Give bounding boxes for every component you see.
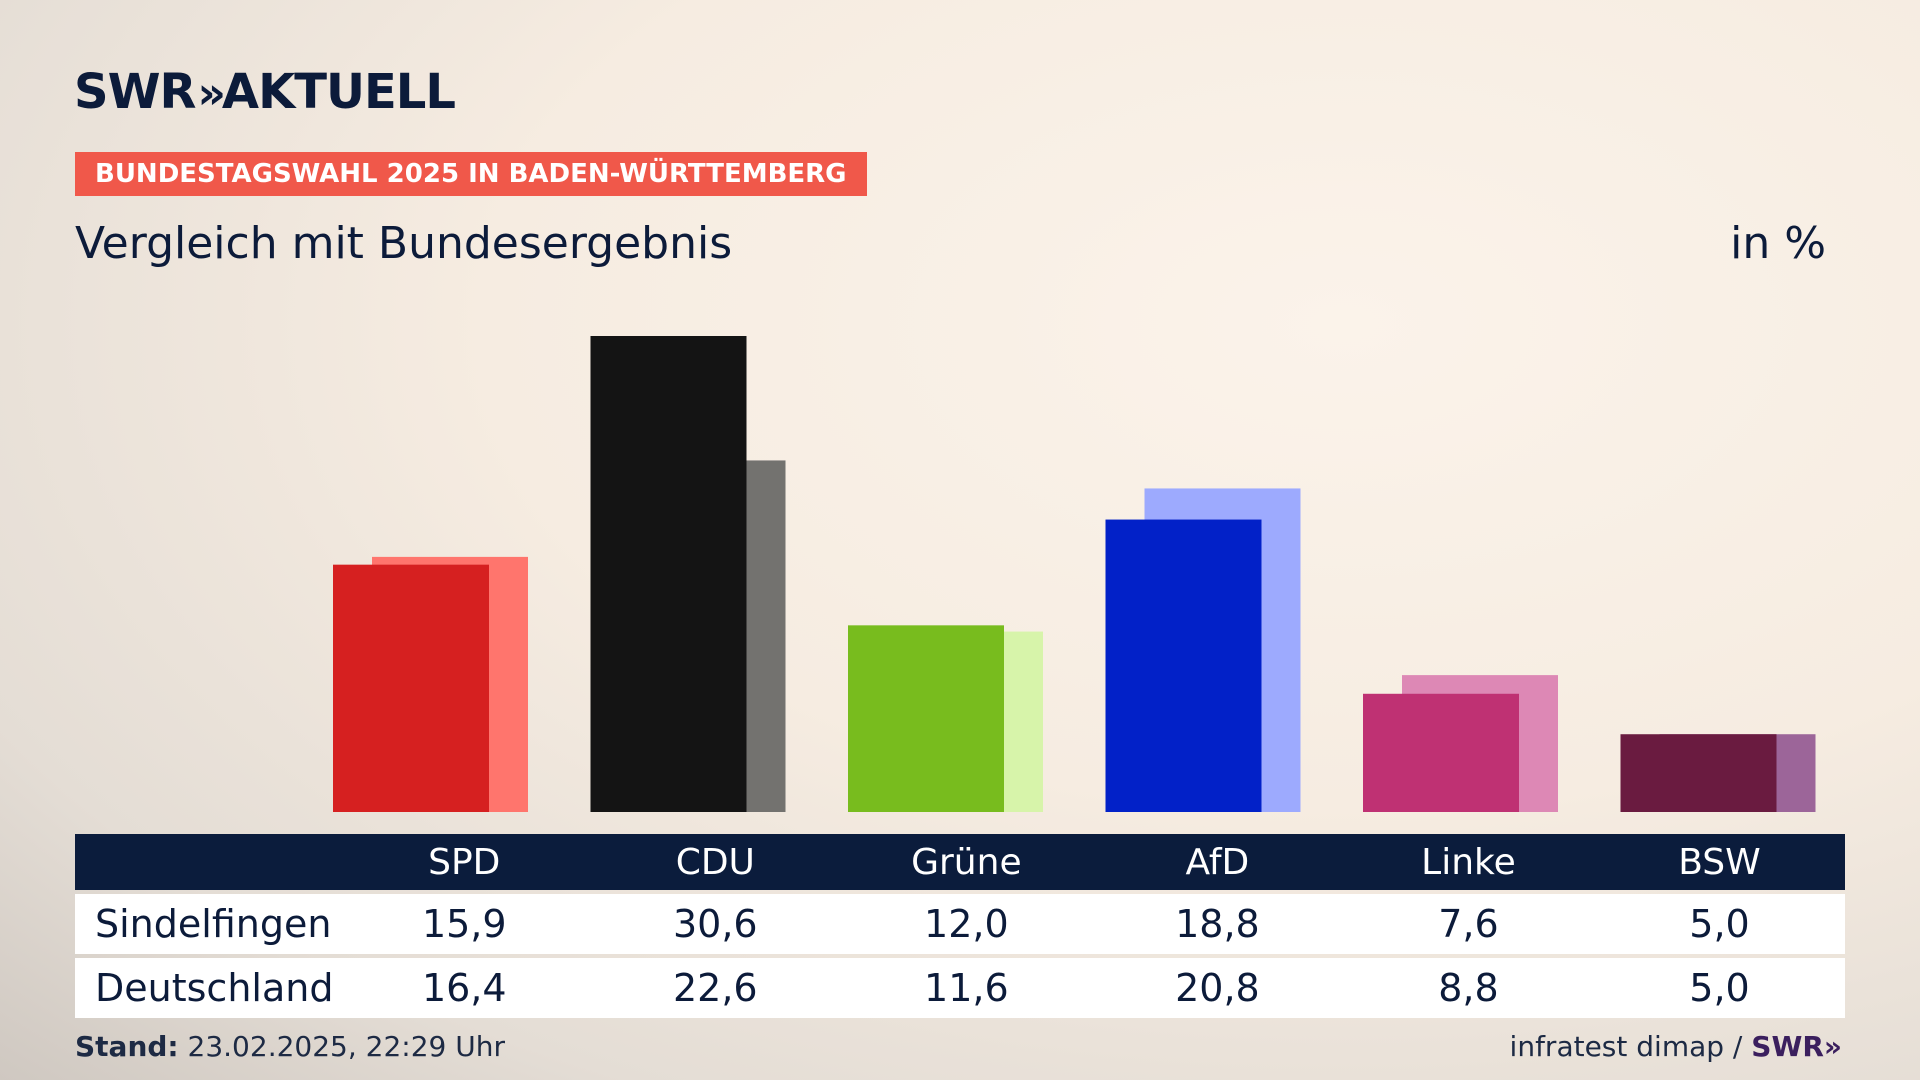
value-cell: 30,6 [673,902,758,946]
stand-value: 23.02.2025, 22:29 Uhr [187,1030,505,1063]
value-cell: 11,6 [924,966,1009,1010]
row-label: Sindelfingen [95,902,332,946]
bar-sindelfingen-linke [1363,693,1519,812]
bar-sindelfingen-cdu [590,336,747,812]
value-cell: 20,8 [1175,966,1260,1010]
swr-aktuell-logo: SWR» AKTUELL [74,64,456,120]
election-kicker: BUNDESTAGSWAHL 2025 IN BADEN-WÜRTTEMBERG [75,152,867,196]
header-party-afd: AfD [1185,841,1250,883]
table-row-sindelfingen: Sindelfingen 15,9 30,6 12,0 18,8 7,6 5,0 [75,894,1845,954]
bar-sindelfingen-bsw [1620,734,1777,812]
value-cell: 16,4 [421,966,507,1010]
value-cell: 7,6 [1438,902,1499,946]
stand-label: Stand: [75,1030,179,1063]
bar-sindelfingen-afd [1105,519,1262,812]
source-brand: SWR [1751,1030,1824,1063]
source-credit: infratest dimap / SWR» [1510,1030,1842,1063]
header-spacer [75,834,339,890]
logo-product: AKTUELL [221,64,456,120]
results-table: SPD CDU Grüne AfD Linke BSW Sindelfingen… [75,834,1845,1018]
value-cell: 18,8 [1175,902,1260,946]
header-party-spd: SPD [428,841,501,883]
bar-sindelfingen-grüne [848,625,1004,812]
chart-title: Vergleich mit Bundesergebnis [75,218,733,269]
value-cell: 8,8 [1438,966,1499,1010]
value-cell: 22,6 [673,966,758,1010]
value-cell: 5,0 [1689,902,1750,946]
logo-swr: SWR [74,64,196,120]
row-label: Deutschland [95,966,334,1010]
value-cell: 12,0 [924,902,1009,946]
table-row-deutschland: Deutschland 16,4 22,6 11,6 20,8 8,8 5,0 [75,958,1845,1018]
bar-chart [333,336,1816,812]
unit-label: in % [1730,218,1826,269]
value-cell: 15,9 [421,902,507,946]
timestamp: Stand: 23.02.2025, 22:29 Uhr [75,1030,505,1063]
header-party-linke: Linke [1421,841,1516,883]
header-party-gruene: Grüne [911,841,1022,883]
value-cell: 5,0 [1689,966,1750,1010]
table-header: SPD CDU Grüne AfD Linke BSW [75,834,1845,890]
header-party-cdu: CDU [675,841,755,883]
header-party-bsw: BSW [1678,841,1761,883]
bar-sindelfingen-spd [333,564,489,812]
source-text: infratest dimap / [1509,1030,1743,1063]
source-chevrons-icon: » [1823,1030,1842,1063]
